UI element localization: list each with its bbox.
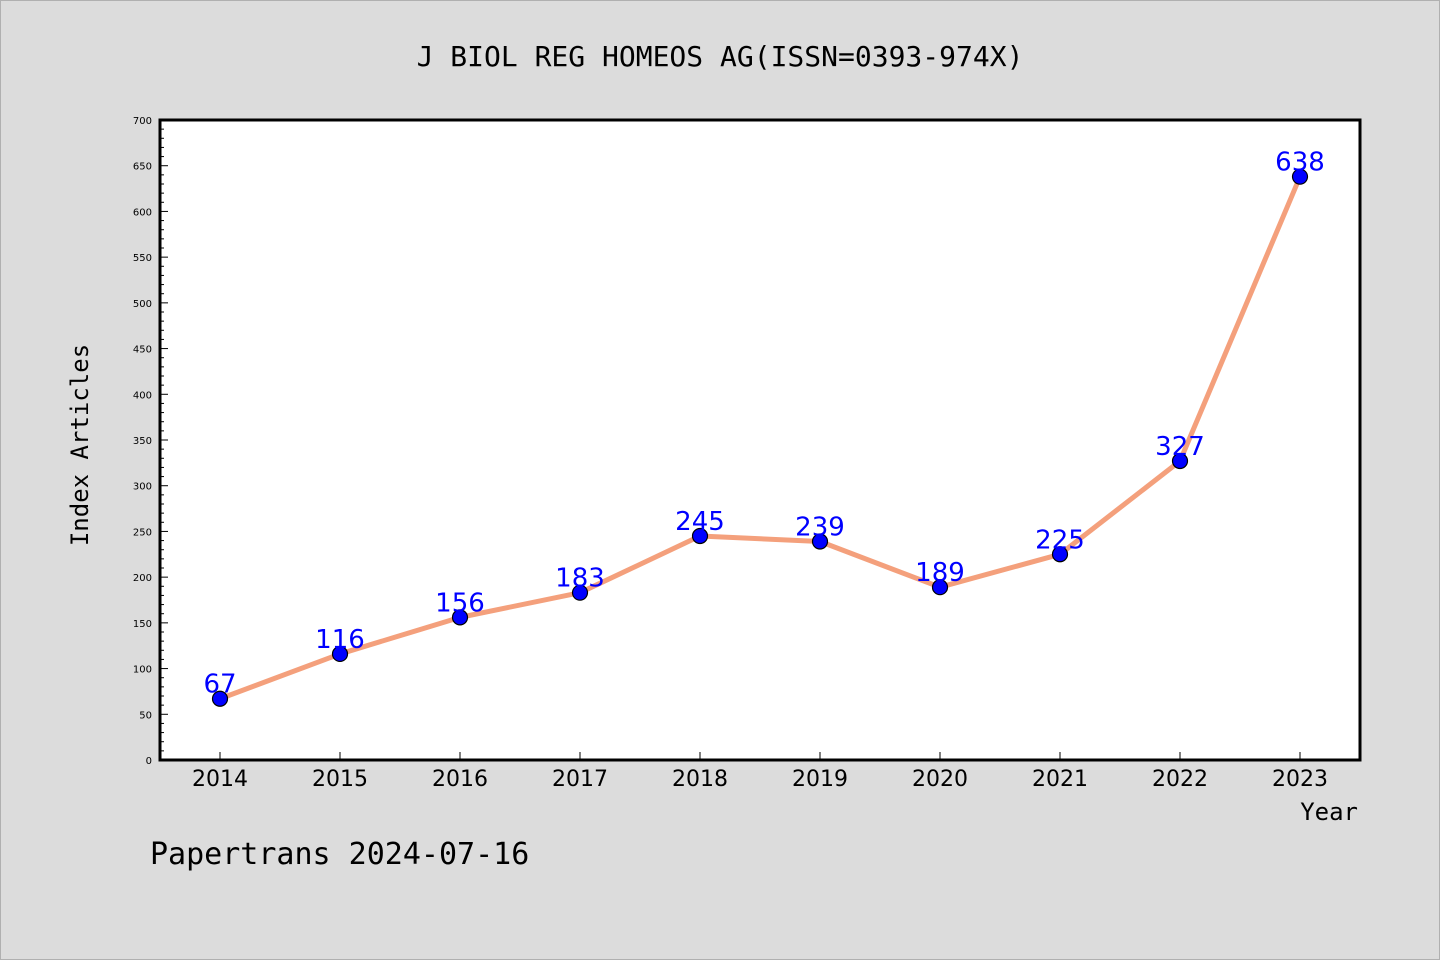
y-tick-label: 200 bbox=[133, 573, 152, 584]
series-line-group: 67 116 156 183 245 239 189 225 327 638 bbox=[203, 148, 1325, 707]
y-tick-label: 450 bbox=[133, 345, 152, 356]
data-label: 67 bbox=[203, 670, 236, 700]
y-tick-label: 500 bbox=[133, 299, 152, 310]
chart-title: J BIOL REG HOMEOS AG(ISSN=0393-974X) bbox=[417, 40, 1024, 73]
data-point bbox=[211, 690, 229, 707]
x-tick-label: 2016 bbox=[432, 767, 488, 792]
y-tick-label: 650 bbox=[133, 162, 152, 173]
data-point bbox=[571, 584, 589, 601]
data-label: 239 bbox=[795, 512, 845, 542]
x-axis: 2014 2015 2016 2017 2018 2019 2020 2021 2022 2023 bbox=[192, 752, 1328, 792]
y-tick-label: 600 bbox=[133, 207, 152, 218]
y-tick-label: 300 bbox=[133, 482, 152, 493]
y-tick-label: 700 bbox=[133, 116, 152, 127]
footer-text: Papertrans 2024-07-16 bbox=[150, 837, 529, 872]
data-point bbox=[1051, 546, 1069, 563]
y-tick-label: 550 bbox=[133, 253, 152, 264]
x-tick-label: 2023 bbox=[1272, 767, 1328, 792]
data-label: 189 bbox=[915, 558, 965, 588]
y-axis: 0 50 100 150 200 250 300 350 400 450 500 550 600 650 7… bbox=[133, 116, 168, 767]
data-point bbox=[1171, 452, 1189, 470]
y-tick-label: 350 bbox=[133, 436, 152, 447]
data-label: 225 bbox=[1035, 525, 1085, 555]
x-tick-label: 2018 bbox=[672, 767, 728, 792]
series-line bbox=[217, 174, 1303, 702]
x-tick-label: 2014 bbox=[192, 767, 248, 792]
data-label: 638 bbox=[1275, 148, 1325, 178]
x-tick-label: 2021 bbox=[1032, 767, 1088, 792]
y-tick-label: 250 bbox=[133, 527, 152, 538]
x-tick-label: 2017 bbox=[552, 767, 608, 792]
x-axis-label: Year bbox=[1300, 798, 1358, 826]
plot-area bbox=[158, 118, 1362, 762]
y-tick-label: 50 bbox=[139, 710, 152, 721]
y-tick-label: 100 bbox=[133, 665, 152, 676]
y-tick-label: 150 bbox=[133, 619, 152, 630]
data-point bbox=[331, 645, 349, 663]
x-tick-label: 2020 bbox=[912, 767, 968, 792]
data-label: 183 bbox=[555, 564, 605, 594]
x-tick-label: 2019 bbox=[792, 767, 848, 792]
y-axis-label: Index Articles bbox=[66, 344, 94, 546]
x-tick-label: 2022 bbox=[1152, 767, 1208, 792]
data-label: 116 bbox=[315, 625, 365, 655]
x-tick-label: 2015 bbox=[312, 767, 368, 792]
data-point bbox=[1291, 168, 1309, 185]
y-tick-label: 400 bbox=[133, 390, 152, 401]
data-point bbox=[811, 533, 829, 550]
data-label: 156 bbox=[435, 588, 485, 618]
data-point bbox=[691, 527, 709, 545]
data-point bbox=[451, 609, 469, 626]
y-tick-label: 0 bbox=[146, 756, 152, 767]
data-label: 327 bbox=[1155, 432, 1205, 462]
data-point bbox=[931, 579, 949, 596]
data-label: 245 bbox=[675, 507, 725, 537]
